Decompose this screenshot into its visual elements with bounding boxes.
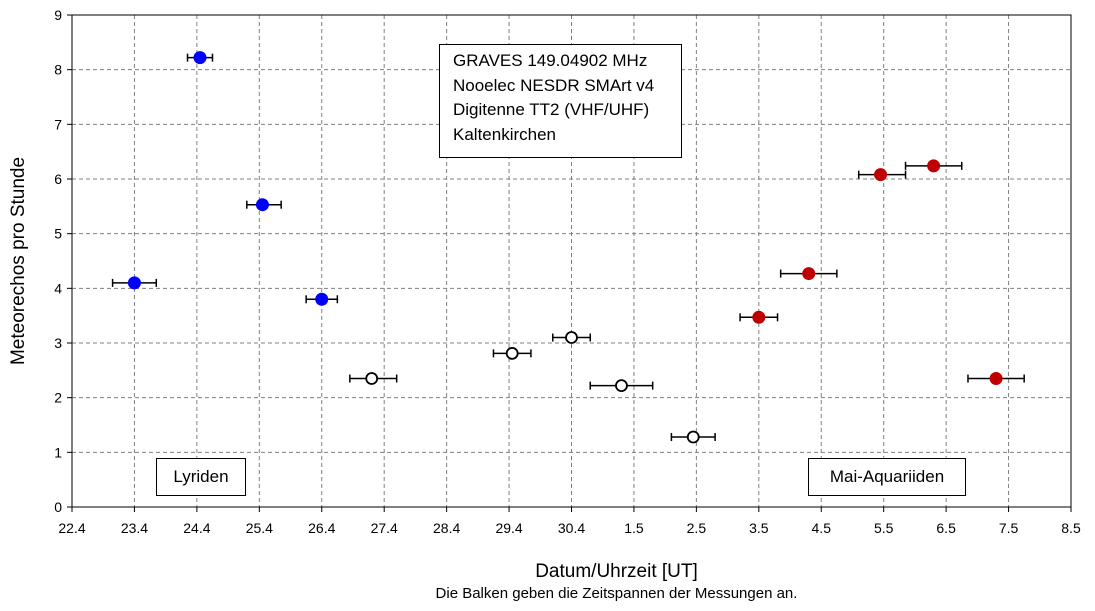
- x-tick-label: 27.4: [371, 520, 398, 536]
- x-tick-label: 30.4: [558, 520, 585, 536]
- x-axis-label: Datum/Uhrzeit [UT]: [535, 561, 698, 582]
- x-tick-label: 24.4: [183, 520, 210, 536]
- y-tick-labels: 0 1 2 3 4 5 6 7 8 9: [54, 7, 62, 515]
- x-tick-label: 28.4: [433, 520, 460, 536]
- x-tick-label: 2.5: [687, 520, 707, 536]
- x-tick-label: 29.4: [495, 520, 522, 536]
- x-tick-label: 25.4: [246, 520, 273, 536]
- y-tick-label: 0: [54, 499, 62, 515]
- x-tick-label: 1.5: [624, 520, 644, 536]
- mai-aquariiden-label: Mai-Aquariiden: [808, 458, 966, 496]
- data-point: [193, 51, 207, 65]
- info-line-antenna: Digitenne TT2 (VHF/UHF): [453, 100, 650, 119]
- data-point: [927, 159, 941, 173]
- x-tick-label: 26.4: [308, 520, 335, 536]
- data-point: [874, 168, 888, 182]
- data-point: [615, 379, 628, 393]
- info-line-receiver: Nooelec NESDR SMArt v4: [453, 75, 655, 95]
- data-point: [802, 267, 816, 281]
- y-tick-label: 4: [54, 280, 62, 296]
- axes: [67, 14, 1072, 512]
- data-point: [565, 331, 578, 344]
- info-line-location: Kaltenkirchen: [453, 124, 557, 144]
- y-tick-label: 9: [54, 7, 62, 23]
- x-tick-label: 7.5: [999, 520, 1019, 536]
- y-tick-label: 1: [54, 444, 62, 460]
- x-tick-label: 4.5: [812, 520, 832, 536]
- lyriden-label: Lyriden: [156, 458, 246, 496]
- data-point: [315, 292, 329, 306]
- y-tick-label: 5: [54, 226, 62, 242]
- x-tick-label: 8.5: [1061, 520, 1081, 536]
- y-tick-label: 6: [54, 171, 62, 187]
- y-tick-label: 8: [54, 62, 62, 78]
- y-tick-label: 3: [54, 335, 62, 351]
- data-point: [686, 430, 700, 444]
- y-axis-label: Meteorechos pro Stunde: [8, 157, 29, 365]
- x-tick-label: 3.5: [749, 520, 769, 536]
- caption-note: Die Balken geben die Zeitspannen der Mes…: [435, 585, 798, 602]
- data-point: [127, 276, 141, 290]
- x-tick-label: 6.5: [936, 520, 956, 536]
- x-tick-label: 23.4: [121, 520, 148, 536]
- x-tick-labels: 22.4 23.4 24.4 25.4 26.4 27.4 28.4 29.4 30.4 1.5 2…: [58, 520, 1081, 536]
- x-tick-label: 22.4: [58, 520, 85, 536]
- x-tick-label: 5.5: [874, 520, 894, 536]
- data-point: [989, 372, 1003, 386]
- data-point: [752, 310, 766, 324]
- data-point: [365, 372, 379, 385]
- data-point: [255, 198, 269, 212]
- y-tick-label: 7: [54, 116, 62, 132]
- data-point: [505, 346, 519, 360]
- info-box: GRAVES 149.04902 MHz Nooelec NESDR SMArt…: [439, 44, 682, 158]
- info-line-frequency: GRAVES 149.04902 MHz: [453, 51, 648, 70]
- data-points: [127, 51, 1003, 444]
- y-tick-label: 2: [54, 390, 62, 406]
